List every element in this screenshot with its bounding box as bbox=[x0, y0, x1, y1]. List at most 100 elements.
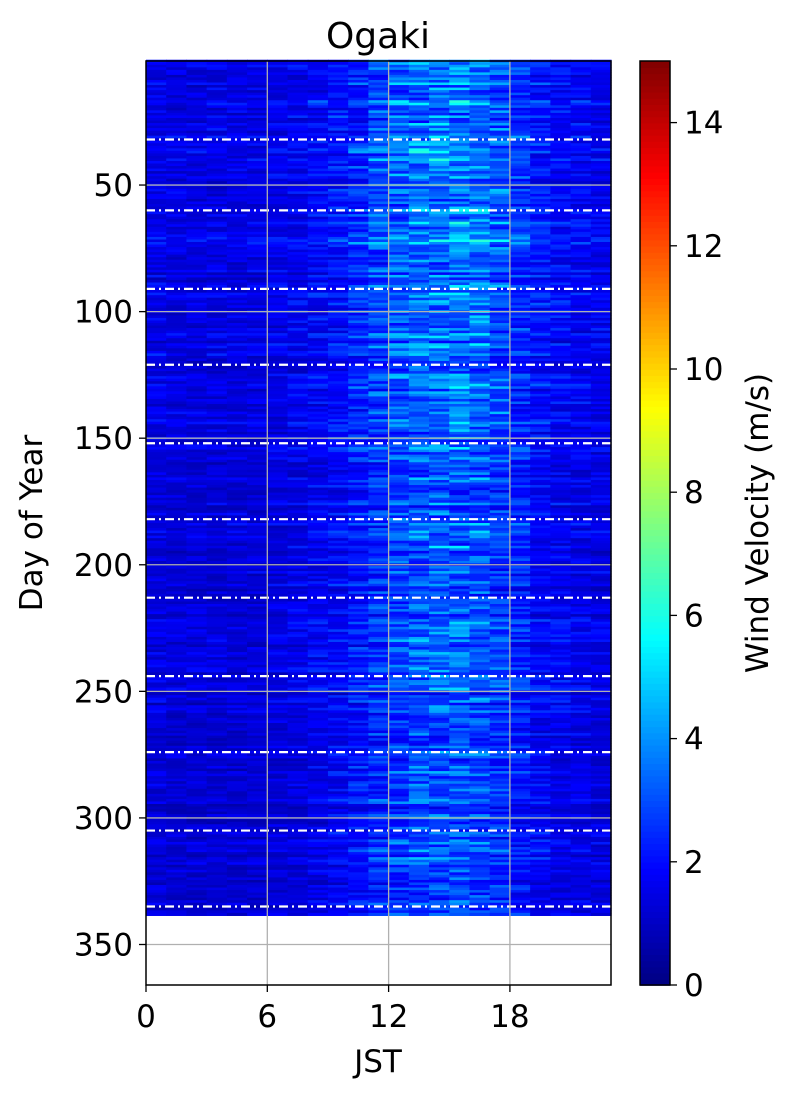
heatmap-cell bbox=[429, 391, 450, 395]
heatmap-cell bbox=[388, 598, 410, 603]
heatmap-cell bbox=[550, 576, 572, 580]
heatmap-cell bbox=[247, 353, 268, 357]
heatmap-cell bbox=[408, 216, 430, 220]
heatmap-cell bbox=[368, 244, 390, 248]
heatmap-cell bbox=[550, 464, 572, 468]
heatmap-cell bbox=[550, 555, 572, 560]
heatmap-cell bbox=[530, 457, 551, 461]
heatmap-cell bbox=[469, 130, 491, 134]
heatmap-cell bbox=[489, 371, 511, 375]
heatmap-cell bbox=[530, 581, 551, 585]
heatmap-cell bbox=[166, 295, 188, 299]
heatmap-cell bbox=[247, 196, 268, 200]
heatmap-cell bbox=[247, 330, 268, 334]
heatmap-cell bbox=[166, 376, 188, 380]
heatmap-cell bbox=[550, 550, 572, 554]
heatmap-cell bbox=[489, 510, 511, 514]
heatmap-cell bbox=[166, 523, 188, 527]
heatmap-cell bbox=[267, 201, 289, 205]
heatmap-cell bbox=[348, 211, 369, 215]
heatmap-cell bbox=[368, 320, 390, 324]
heatmap-cell bbox=[146, 193, 167, 198]
heatmap-cell bbox=[267, 82, 289, 86]
heatmap-cell bbox=[186, 576, 208, 580]
heatmap-cell bbox=[408, 221, 430, 225]
heatmap-cell bbox=[166, 586, 188, 590]
heatmap-cell bbox=[146, 535, 167, 539]
heatmap-cell bbox=[166, 254, 188, 258]
heatmap-cell bbox=[469, 229, 491, 233]
heatmap-cell bbox=[247, 287, 268, 291]
heatmap-cell bbox=[368, 262, 390, 266]
heatmap-cell bbox=[489, 160, 511, 165]
heatmap-cell bbox=[449, 82, 471, 86]
heatmap-cell bbox=[307, 601, 329, 605]
heatmap-cell bbox=[267, 277, 289, 281]
heatmap-cell bbox=[449, 110, 471, 114]
heatmap-cell bbox=[186, 545, 208, 549]
heatmap-cell bbox=[166, 368, 188, 372]
heatmap-cell bbox=[368, 419, 390, 423]
heatmap-cell bbox=[469, 482, 491, 486]
heatmap-cell bbox=[429, 444, 450, 448]
heatmap-cell bbox=[368, 424, 390, 428]
heatmap-cell bbox=[327, 431, 349, 435]
heatmap-cell bbox=[348, 82, 369, 86]
heatmap-cell bbox=[550, 209, 572, 213]
heatmap-cell bbox=[570, 596, 592, 600]
heatmap-cell bbox=[307, 388, 329, 392]
heatmap-cell bbox=[226, 307, 248, 311]
heatmap-cell bbox=[550, 188, 572, 192]
heatmap-cell bbox=[327, 168, 349, 172]
heatmap-cell bbox=[206, 381, 228, 385]
heatmap-cell bbox=[166, 201, 188, 205]
heatmap-cell bbox=[247, 409, 268, 413]
heatmap-cell bbox=[550, 368, 572, 372]
heatmap-cell bbox=[267, 490, 289, 494]
heatmap-cell bbox=[166, 406, 188, 410]
heatmap-cell bbox=[348, 368, 369, 372]
heatmap-cell bbox=[429, 576, 450, 580]
heatmap-cell bbox=[307, 163, 329, 167]
heatmap-cell bbox=[206, 330, 228, 334]
heatmap-cell bbox=[287, 416, 309, 420]
heatmap-cell bbox=[489, 411, 511, 415]
heatmap-cell bbox=[429, 302, 450, 306]
heatmap-cell bbox=[469, 254, 491, 258]
heatmap-cell bbox=[307, 302, 329, 306]
heatmap-cell bbox=[166, 447, 188, 451]
heatmap-cell bbox=[166, 497, 188, 501]
heatmap-cell bbox=[570, 135, 592, 139]
heatmap-cell bbox=[368, 95, 390, 99]
heatmap-cell bbox=[550, 469, 572, 473]
heatmap-cell bbox=[550, 69, 572, 73]
heatmap-cell bbox=[368, 601, 390, 605]
heatmap-cell bbox=[368, 317, 390, 322]
heatmap-cell bbox=[307, 295, 329, 299]
heatmap-cell bbox=[307, 606, 329, 610]
heatmap-cell bbox=[469, 307, 491, 311]
heatmap-cell bbox=[429, 545, 450, 549]
heatmap-cell bbox=[348, 482, 369, 486]
heatmap-cell bbox=[550, 441, 572, 446]
heatmap-cell bbox=[570, 166, 592, 170]
heatmap-cell bbox=[408, 102, 430, 106]
heatmap-cell bbox=[469, 272, 491, 276]
heatmap-cell bbox=[388, 558, 410, 562]
heatmap-cell bbox=[307, 482, 329, 486]
heatmap-cell bbox=[449, 133, 471, 137]
heatmap-cell bbox=[530, 335, 551, 339]
heatmap-cell bbox=[489, 236, 511, 241]
heatmap-cell bbox=[368, 252, 390, 256]
heatmap-cell bbox=[550, 447, 572, 451]
heatmap-cell bbox=[146, 100, 167, 104]
heatmap-cell bbox=[408, 211, 430, 215]
heatmap-cell bbox=[226, 279, 248, 284]
heatmap-cell bbox=[429, 160, 450, 165]
heatmap-cell bbox=[570, 383, 592, 387]
heatmap-cell bbox=[146, 188, 167, 192]
heatmap-cell bbox=[166, 143, 188, 147]
heatmap-cell bbox=[590, 439, 612, 443]
heatmap-cell bbox=[186, 520, 208, 524]
heatmap-cell bbox=[388, 533, 410, 537]
